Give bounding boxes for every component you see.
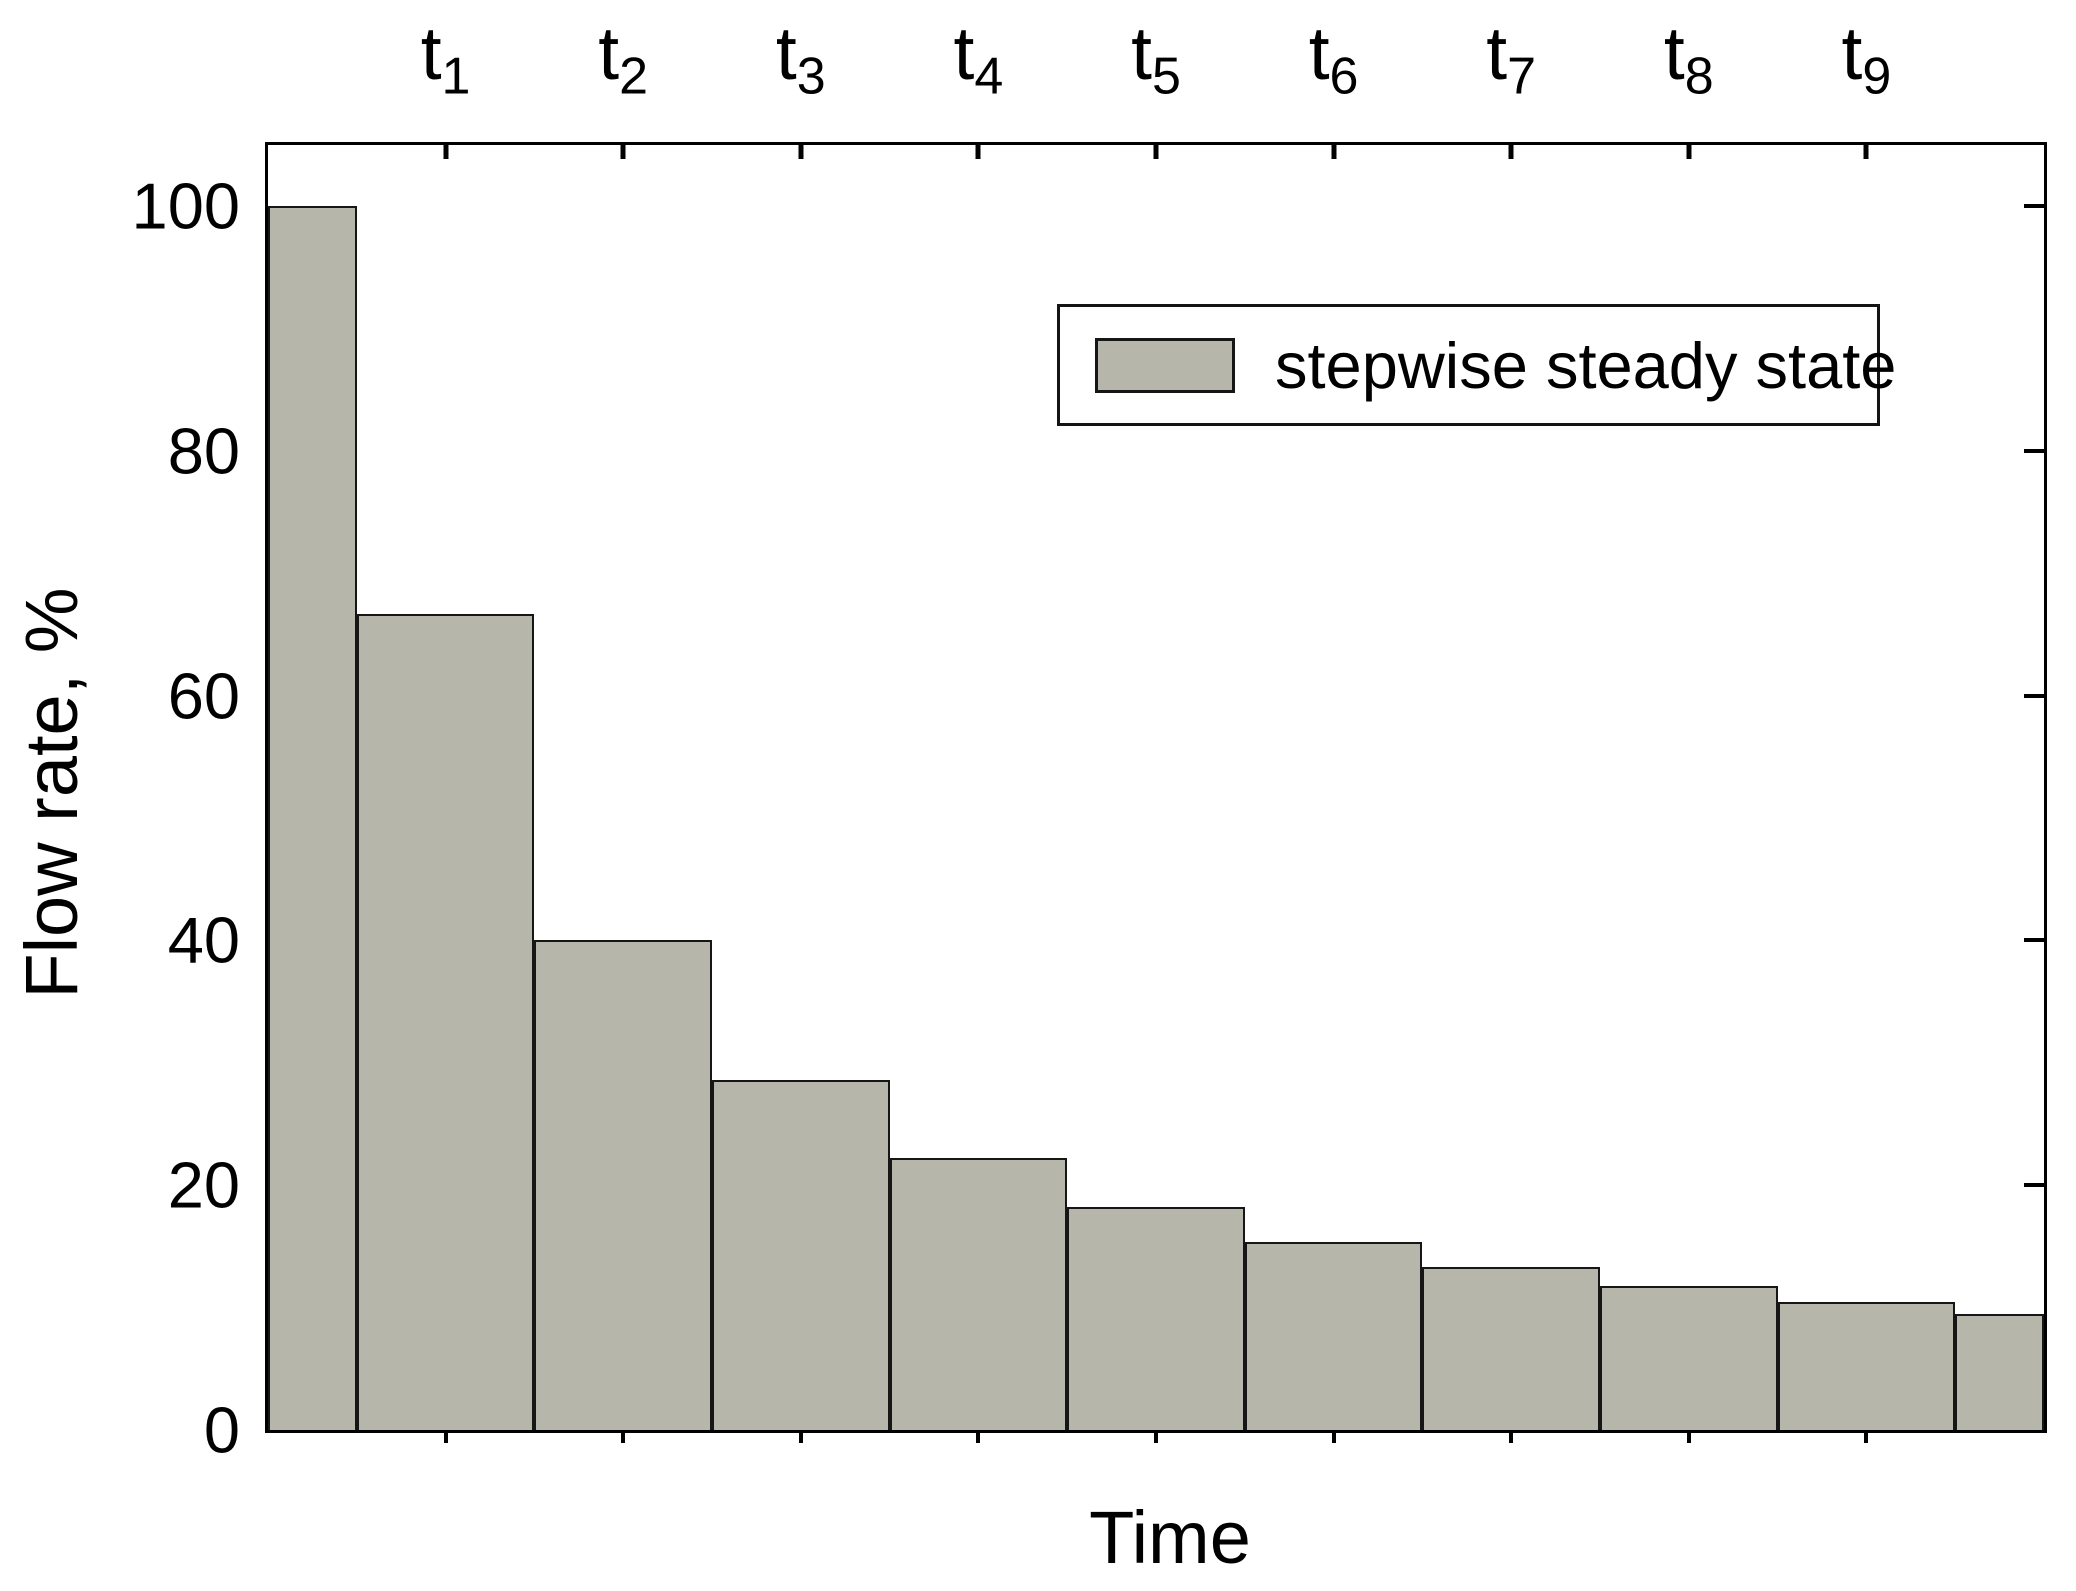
bottom-axis-tick: [1686, 1433, 1691, 1443]
top-tick-label: t4: [953, 11, 1004, 106]
bar: [1777, 1301, 1956, 1430]
top-tick-label: t9: [1841, 11, 1892, 106]
bottom-axis-tick: [1864, 1433, 1869, 1443]
y-tick-label: 40: [167, 903, 240, 977]
y-tick-label: 0: [203, 1393, 240, 1467]
bar: [268, 206, 357, 1430]
top-axis-tick: [975, 145, 981, 159]
top-tick-label: t5: [1131, 11, 1181, 106]
right-axis-tick: [2024, 1183, 2044, 1188]
right-axis-tick: [2024, 204, 2044, 209]
top-tick-label: t2: [598, 11, 649, 106]
top-axis-tick: [1686, 145, 1692, 159]
bar: [1422, 1267, 1600, 1430]
right-axis-tick: [2024, 448, 2044, 453]
bottom-axis-tick: [621, 1433, 626, 1443]
top-tick-label: t6: [1308, 11, 1359, 106]
y-tick-label: 20: [167, 1148, 240, 1222]
top-axis-tick: [443, 145, 449, 159]
bottom-axis-tick: [443, 1433, 448, 1443]
bar: [712, 1080, 890, 1430]
bottom-axis-tick: [1331, 1433, 1336, 1443]
x-axis-title: Time: [1089, 1496, 1251, 1579]
top-tick-label: t3: [775, 11, 826, 106]
bottom-axis-tick: [1154, 1433, 1158, 1443]
bar: [1244, 1241, 1423, 1430]
top-axis-tick: [798, 145, 804, 159]
legend: stepwise steady state: [1057, 304, 1896, 426]
top-axis-tick: [1508, 145, 1514, 159]
top-axis-tick: [620, 145, 626, 159]
y-tick-label: 60: [167, 659, 240, 733]
bar: [534, 940, 712, 1430]
bottom-axis-tick: [798, 1433, 803, 1443]
top-axis-tick: [1863, 145, 1869, 159]
bottom-axis-tick: [976, 1433, 981, 1443]
top-tick-label: t1: [420, 11, 471, 106]
bar: [889, 1158, 1068, 1430]
bottom-axis-tick: [1509, 1433, 1514, 1443]
legend-swatch: [1095, 337, 1235, 393]
top-tick-label: t7: [1486, 11, 1537, 106]
top-tick-label: t8: [1663, 11, 1714, 106]
bar: [1600, 1285, 1778, 1430]
right-axis-tick: [2024, 693, 2044, 698]
y-tick-label: 80: [167, 414, 240, 488]
legend-label: stepwise steady state: [1275, 328, 1897, 402]
bar: [1067, 1207, 1245, 1430]
bar: [1955, 1313, 2044, 1430]
y-tick-label: 100: [131, 169, 240, 243]
bar: [356, 613, 535, 1430]
y-axis-title: Flow rate, %: [10, 587, 93, 999]
top-axis-tick: [1153, 145, 1159, 159]
right-axis-tick: [2024, 938, 2044, 943]
top-axis-tick: [1331, 145, 1337, 159]
